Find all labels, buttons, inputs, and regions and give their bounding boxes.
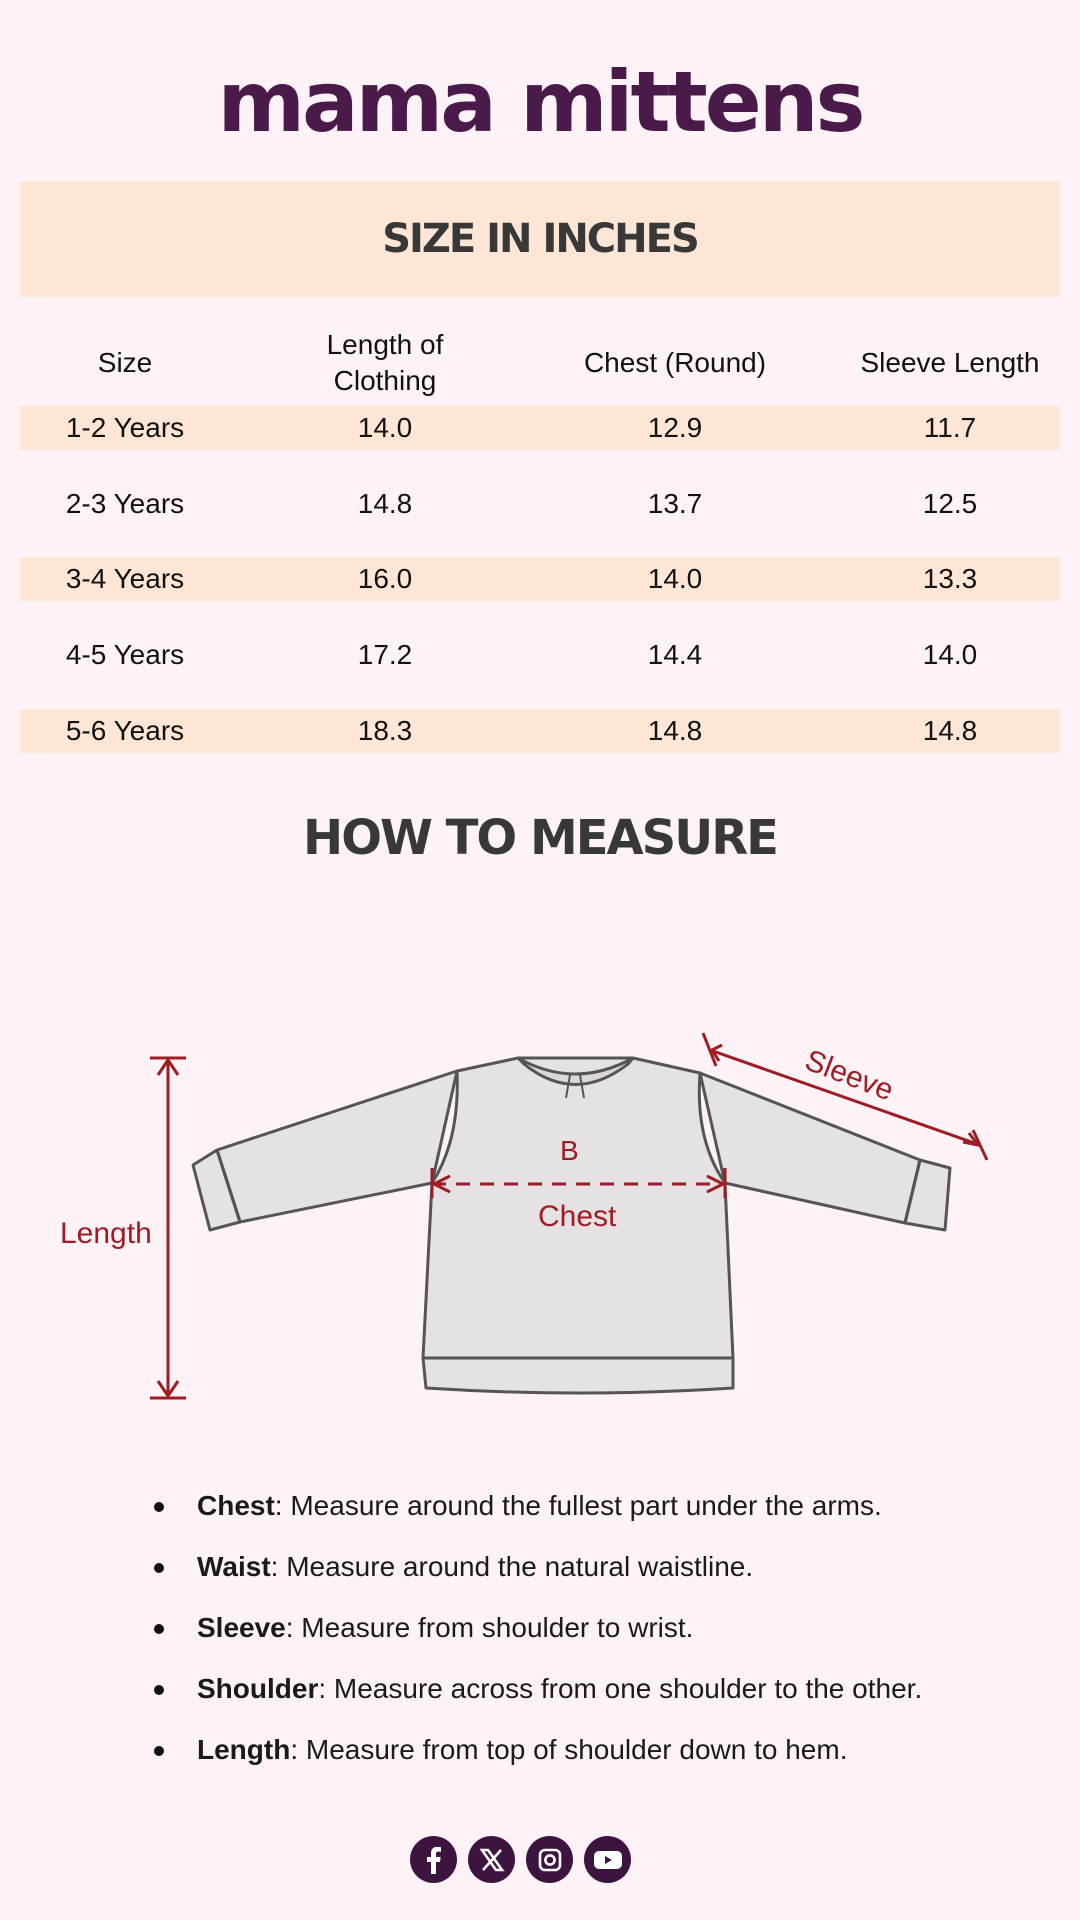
cell-chest: 12.9: [647, 412, 703, 443]
bullet-icon: [154, 1624, 164, 1634]
cell-chest: 14.0: [647, 563, 703, 594]
cell-chest: 13.7: [647, 488, 703, 519]
cell-chest: 14.8: [647, 715, 703, 746]
cell-size: 3-4 Years: [65, 563, 185, 594]
cell-length: 18.3: [357, 715, 413, 746]
cell-sleeve: 12.5: [922, 488, 978, 519]
table-row: 2-3 Years 14.8 13.7 12.5: [20, 482, 1060, 526]
facebook-icon: [426, 1846, 441, 1874]
column-header-size: Size: [97, 347, 153, 378]
bullet-icon: [154, 1563, 164, 1573]
facebook-link[interactable]: [410, 1836, 457, 1883]
cell-size: 1-2 Years: [65, 412, 185, 443]
measurement-instructions: Chest: Measure around the fullest part u…: [152, 1486, 922, 1791]
bullet-icon: [154, 1685, 164, 1695]
column-header-sleeve: Sleeve Length: [860, 347, 1040, 378]
chest-letter: B: [560, 1135, 579, 1166]
how-to-measure-title: HOW TO MEASURE: [303, 810, 779, 866]
table-row: 1-2 Years 14.0 12.9 11.7: [20, 406, 1060, 450]
x-icon: [479, 1848, 504, 1871]
left-sleeve: [215, 1069, 459, 1224]
list-item: Shoulder: Measure across from one should…: [152, 1669, 922, 1730]
youtube-icon: [593, 1850, 622, 1869]
cell-sleeve: 14.8: [922, 715, 978, 746]
list-item: Length: Measure from top of shoulder dow…: [152, 1730, 922, 1791]
collar: [516, 1056, 635, 1086]
cell-size: 5-6 Years: [65, 715, 185, 746]
instagram-icon: [538, 1848, 561, 1871]
cell-length: 16.0: [357, 563, 413, 594]
social-links: [410, 1836, 631, 1883]
length-label: Length: [60, 1217, 152, 1250]
sweater-measurement-diagram: Length B Chest Sleeve: [60, 1032, 989, 1400]
table-header: Size Length of Clothing Chest (Round) Sl…: [20, 320, 1060, 406]
cell-size: 4-5 Years: [65, 639, 185, 670]
cell-length: 14.8: [357, 488, 413, 519]
bullet-icon: [154, 1502, 164, 1512]
cell-length: 14.0: [357, 412, 413, 443]
cell-chest: 14.4: [647, 639, 703, 670]
cell-sleeve: 13.3: [922, 563, 978, 594]
bullet-icon: [154, 1746, 164, 1756]
youtube-link[interactable]: [584, 1836, 631, 1883]
cell-size: 2-3 Years: [65, 488, 185, 519]
size-title-band: SIZE IN INCHES: [20, 181, 1060, 297]
table-row: 4-5 Years 17.2 14.4 14.0: [20, 633, 1060, 677]
cell-sleeve: 14.0: [922, 639, 978, 670]
instagram-link[interactable]: [526, 1836, 573, 1883]
list-item: Waist: Measure around the natural waistl…: [152, 1547, 922, 1608]
column-header-chest: Chest (Round): [583, 347, 767, 378]
size-section-title: SIZE IN INCHES: [382, 216, 700, 262]
list-item: Chest: Measure around the fullest part u…: [152, 1486, 922, 1547]
cell-sleeve: 11.7: [923, 412, 977, 443]
chest-label: Chest: [538, 1200, 617, 1233]
cell-length: 17.2: [357, 639, 413, 670]
table-row: 3-4 Years 16.0 14.0 13.3: [20, 557, 1060, 601]
column-header-length: Length of Clothing: [326, 329, 444, 396]
brand-logo: mama mittens: [217, 53, 865, 151]
list-item: Sleeve: Measure from shoulder to wrist.: [152, 1608, 922, 1669]
x-link[interactable]: [468, 1836, 515, 1883]
hem-band: [421, 1356, 735, 1395]
table-row: 5-6 Years 18.3 14.8 14.8: [20, 709, 1060, 753]
